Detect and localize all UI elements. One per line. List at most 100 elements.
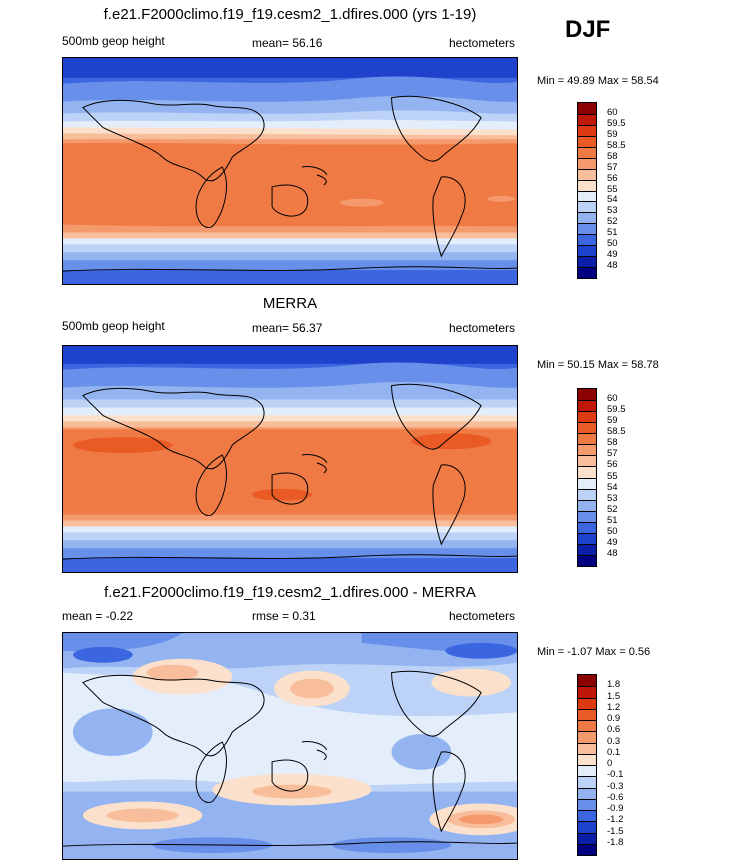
colorbar-tick-label: 56 (607, 172, 618, 184)
colorbar-tick-label: 53 (607, 492, 618, 504)
panel-2-units-label: hectometers (449, 321, 516, 335)
colorbar-segment (578, 245, 596, 257)
colorbar-tick-label: 59.5 (607, 404, 626, 416)
panel-2-map (62, 345, 518, 573)
colorbar-tick-label: 54 (607, 481, 618, 493)
colorbar-segment (578, 765, 596, 777)
colorbar-segment (578, 532, 596, 544)
panel-1-title: f.e21.F2000climo.f19_f19.cesm2_1.dfires.… (103, 6, 477, 23)
panel-3-contour-field (63, 633, 517, 859)
colorbar-tick-label: 55 (607, 470, 618, 482)
colorbar-segment (578, 675, 596, 687)
colorbar-segment (578, 455, 596, 467)
panel-1-colorbar (577, 102, 597, 279)
colorbar-tick-label: 1.5 (607, 690, 621, 702)
colorbar-segment (578, 798, 596, 810)
colorbar-segment (578, 543, 596, 555)
colorbar-tick-label: 58 (607, 150, 618, 162)
colorbar-segment (578, 146, 596, 158)
colorbar-segment (578, 201, 596, 213)
panel-3-colorbar (577, 674, 597, 856)
colorbar-tick-label: 1.2 (607, 701, 621, 713)
colorbar-segment (578, 832, 596, 844)
colorbar-segment (578, 742, 596, 754)
panel-1-contour-field (63, 58, 517, 284)
colorbar-tick-label: 52 (607, 503, 618, 515)
colorbar-segment (578, 190, 596, 202)
colorbar-tick-label: -1.8 (607, 836, 624, 848)
panel-2-minmax: Min = 50.15 Max = 58.78 (537, 359, 659, 371)
colorbar-tick-label: 0.3 (607, 735, 621, 747)
colorbar-tick-label: 0.9 (607, 713, 621, 724)
colorbar-tick-label: 1.8 (607, 679, 621, 691)
colorbar-segment (578, 843, 596, 855)
colorbar-segment (578, 223, 596, 235)
colorbar-segment (578, 433, 596, 445)
colorbar-tick-label: 49 (607, 536, 618, 548)
panel-2-title: MERRA (262, 295, 318, 312)
panel-1-units-label: hectometers (449, 36, 516, 50)
colorbar-tick-label: 53 (607, 205, 618, 217)
colorbar-tick-label: 51 (607, 227, 618, 239)
season-label: DJF (565, 16, 611, 43)
panel-2-mean-label: mean= 56.37 (252, 321, 323, 335)
colorbar-tick-label: 58.5 (607, 426, 626, 438)
colorbar-tick-label: -0.3 (607, 780, 624, 792)
colorbar-tick-label: 52 (607, 216, 618, 228)
colorbar-segment (578, 466, 596, 478)
panel-2-contour-field (63, 346, 517, 572)
colorbar-segment (578, 787, 596, 799)
panel-2-variable-label: 500mb geop height (62, 319, 165, 333)
panel-3-units-label: hectometers (449, 609, 516, 623)
colorbar-tick-label: -0.6 (607, 791, 624, 803)
colorbar-tick-label: 57 (607, 448, 618, 460)
panel-3-rmse-label: rmse = 0.31 (252, 609, 316, 623)
colorbar-segment (578, 720, 596, 732)
colorbar-tick-label: 0 (607, 758, 613, 769)
colorbar-tick-label: 50 (607, 525, 618, 537)
colorbar-tick-label: 0.6 (607, 724, 621, 736)
colorbar-tick-label: 48 (607, 547, 618, 559)
colorbar-segment (578, 477, 596, 489)
colorbar-segment (578, 103, 596, 114)
colorbar-tick-label: 59.5 (607, 117, 626, 129)
colorbar-segment (578, 697, 596, 709)
colorbar-tick-label: 49 (607, 249, 618, 261)
colorbar-tick-label: 54 (607, 194, 618, 206)
colorbar-segment (578, 444, 596, 456)
colorbar-tick-label: -0.9 (607, 803, 624, 814)
colorbar-segment (578, 521, 596, 533)
colorbar-tick-label: 0.1 (607, 746, 621, 758)
colorbar-segment (578, 821, 596, 833)
colorbar-tick-label: -1.2 (607, 814, 624, 826)
colorbar-segment (578, 554, 596, 566)
colorbar-segment (578, 267, 596, 278)
colorbar-tick-label: 48 (607, 260, 618, 272)
panel-3-title: f.e21.F2000climo.f19_f19.cesm2_1.dfires.… (104, 584, 476, 601)
colorbar-segment (578, 400, 596, 412)
panel-3-mean-label: mean = -0.22 (62, 609, 134, 623)
panel-1-map (62, 57, 518, 285)
colorbar-segment (578, 810, 596, 822)
colorbar-tick-label: 58.5 (607, 139, 626, 151)
colorbar-segment (578, 212, 596, 224)
colorbar-tick-label: 58 (607, 437, 618, 449)
colorbar-segment (578, 510, 596, 522)
panel-1-mean-label: mean= 56.16 (252, 36, 323, 50)
colorbar-segment (578, 234, 596, 246)
panel-3-minmax: Min = -1.07 Max = 0.56 (537, 646, 651, 658)
colorbar-tick-label: 55 (607, 183, 618, 195)
colorbar-segment (578, 708, 596, 720)
panel-3-map (62, 632, 518, 860)
colorbar-tick-label: 51 (607, 514, 618, 526)
colorbar-segment (578, 389, 596, 401)
colorbar-tick-label: 59 (607, 128, 618, 140)
colorbar-segment (578, 499, 596, 511)
colorbar-segment (578, 113, 596, 125)
colorbar-segment (578, 776, 596, 788)
colorbar-segment (578, 157, 596, 169)
colorbar-segment (578, 135, 596, 147)
colorbar-segment (578, 422, 596, 434)
colorbar-segment (578, 686, 596, 698)
colorbar-segment (578, 488, 596, 500)
